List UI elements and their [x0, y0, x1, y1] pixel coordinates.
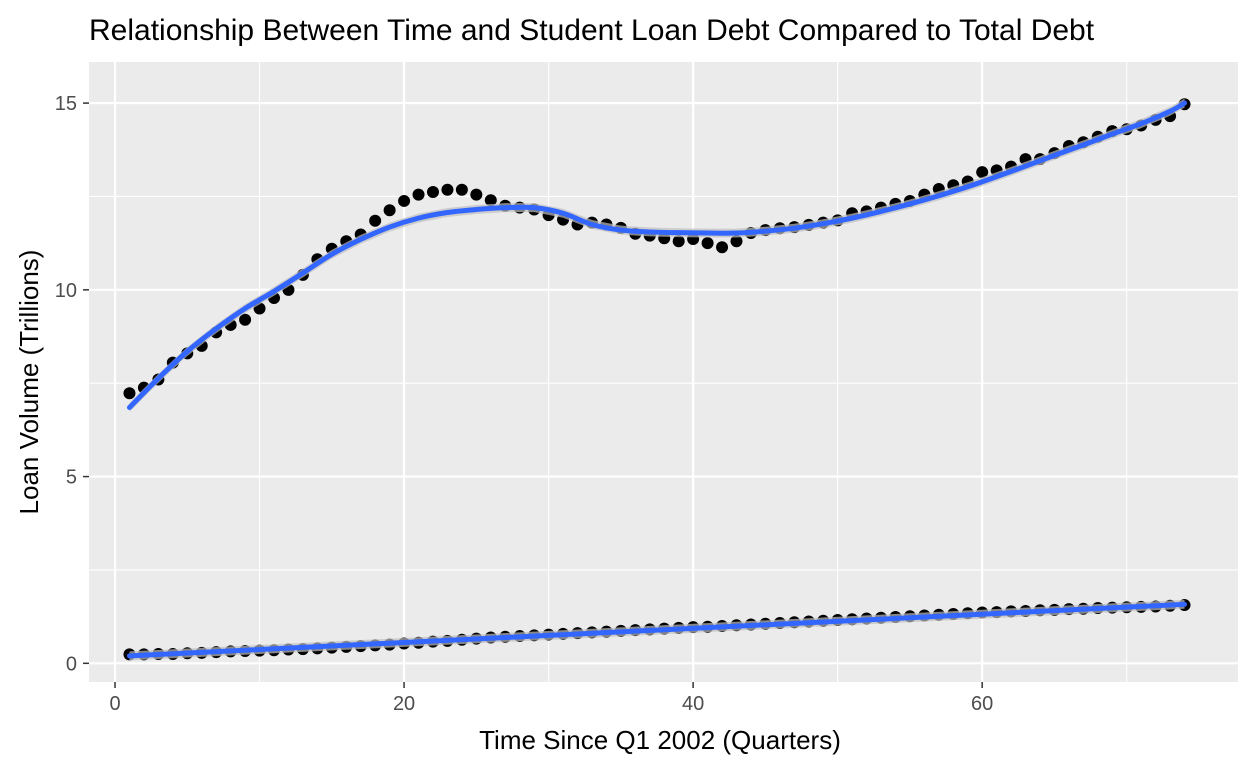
y-tick-label: 0 [66, 653, 77, 675]
data-point [239, 313, 252, 326]
smooth-line [126, 100, 1188, 410]
data-point [730, 235, 743, 248]
data-point [426, 185, 439, 198]
data-point [412, 188, 425, 201]
data-point [470, 188, 483, 201]
panel-background [89, 62, 1238, 682]
series-1 [123, 98, 1191, 412]
x-tick-label: 0 [109, 693, 120, 715]
y-tick-label: 10 [55, 280, 77, 302]
y-tick-label: 5 [66, 467, 77, 489]
data-point [123, 387, 136, 400]
data-point [398, 194, 411, 207]
data-point [716, 241, 729, 254]
smooth-line [126, 601, 1188, 659]
x-tick-label: 20 [393, 693, 415, 715]
data-point [383, 204, 396, 217]
y-axis-title: Loan Volume (Trillions) [14, 250, 44, 515]
plot-area [89, 62, 1238, 682]
x-tick-label: 60 [971, 693, 993, 715]
x-axis-title: Time Since Q1 2002 (Quarters) [479, 725, 841, 755]
y-tick-label: 15 [55, 93, 77, 115]
data-point [976, 166, 989, 179]
data-point [455, 183, 468, 196]
series-2 [123, 599, 1191, 661]
data-point [701, 237, 714, 250]
x-tick-label: 40 [682, 693, 704, 715]
data-point [672, 235, 685, 248]
data-point [441, 183, 454, 196]
chart-title: Relationship Between Time and Student Lo… [89, 14, 1095, 47]
data-point [369, 214, 382, 227]
data-point [484, 194, 497, 207]
